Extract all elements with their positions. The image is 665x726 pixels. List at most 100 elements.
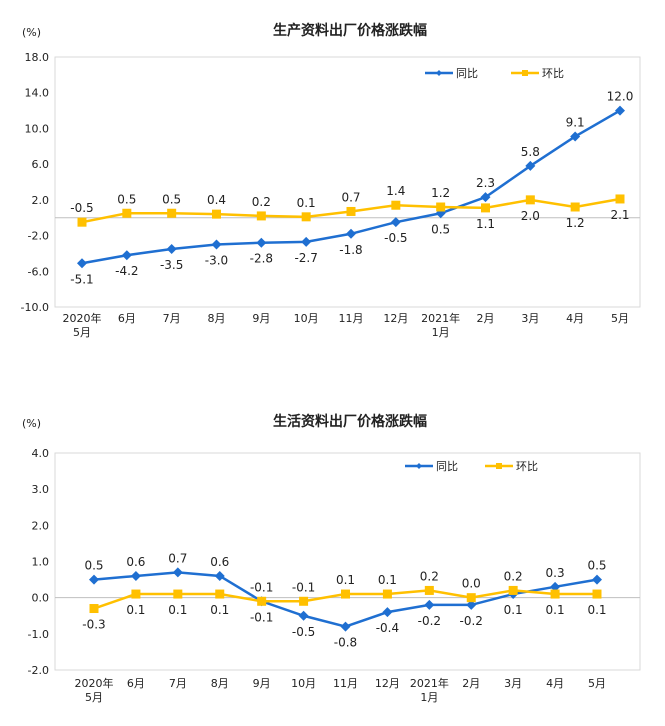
data-label-同比: 0.5 (84, 559, 103, 573)
x-tick-label: 2月 (477, 312, 495, 325)
data-label-环比: 0.2 (504, 569, 523, 583)
chart-title: 生产资料出厂价格涨跌幅 (273, 22, 427, 39)
y-tick-label: -2.0 (28, 664, 49, 677)
data-point-环比 (257, 596, 267, 606)
data-point-同比 (89, 574, 99, 585)
data-label-环比: 1.2 (566, 216, 585, 230)
data-point-同比 (424, 599, 435, 610)
x-tick-label: 2月 (462, 677, 480, 690)
data-point-环比 (481, 203, 490, 213)
data-label-同比: -0.1 (250, 610, 273, 624)
data-point-同比 (550, 581, 561, 592)
legend-label: 环比 (516, 460, 538, 473)
data-point-同比 (346, 228, 356, 239)
x-tick-label: 4月 (566, 312, 584, 325)
legend-marker (416, 463, 422, 469)
data-point-同比 (525, 160, 536, 171)
data-point-环比 (299, 596, 309, 606)
x-tick-label: 2020年 (75, 676, 114, 690)
plot-border (54, 452, 641, 671)
data-label-环比: 0.1 (210, 603, 229, 617)
y-tick-label: -10.0 (21, 301, 49, 314)
data-point-同比 (390, 217, 401, 228)
data-point-同比 (570, 131, 581, 142)
x-tick-label: 3月 (521, 312, 539, 325)
x-tick-label: 12月 (375, 677, 400, 690)
x-tick-label: 8月 (208, 312, 226, 325)
x-tick-label: 6月 (127, 677, 145, 690)
x-tick-label: 11月 (333, 677, 358, 690)
data-label-同比: -0.5 (292, 625, 315, 639)
x-tick-label: 9月 (252, 312, 270, 325)
x-tick-label: 3月 (504, 677, 522, 690)
data-label-环比: 0.1 (126, 603, 145, 617)
data-label-环比: 2.1 (610, 208, 629, 222)
x-tick-label: 10月 (294, 312, 319, 325)
data-label-同比: -2.7 (294, 251, 317, 265)
data-point-环比 (382, 589, 392, 599)
data-point-同比 (382, 607, 393, 618)
legend-label: 环比 (542, 67, 564, 80)
data-point-环比 (466, 593, 476, 603)
x-tick-label: 12月 (383, 312, 408, 325)
y-tick-label: 14.0 (25, 87, 50, 100)
data-point-同比 (592, 574, 602, 585)
data-point-环比 (301, 212, 311, 222)
data-point-同比 (301, 236, 312, 247)
data-point-同比 (480, 192, 491, 203)
data-label-环比: 0.1 (168, 603, 187, 617)
x-tick-label: 7月 (163, 312, 181, 325)
legend-marker (436, 70, 442, 76)
data-label-环比: -0.1 (250, 580, 273, 594)
data-label-同比: 2.3 (476, 176, 495, 190)
data-label-同比: 0.7 (168, 551, 187, 565)
y-tick-label: -6.0 (28, 265, 49, 278)
data-point-环比 (508, 585, 518, 595)
data-label-环比: -0.3 (82, 618, 105, 632)
y-tick-label: 4.0 (32, 447, 50, 460)
y-tick-label: 2.0 (32, 194, 50, 207)
data-point-环比 (122, 208, 132, 218)
y-tick-label: 10.0 (25, 122, 50, 135)
data-point-环比 (173, 589, 183, 599)
data-point-环比 (391, 200, 401, 210)
data-label-同比: -0.5 (384, 231, 407, 245)
data-point-同比 (211, 239, 222, 250)
x-tick-label: 5月 (611, 312, 629, 325)
data-label-同比: 5.8 (521, 145, 540, 159)
y-tick-label: 2.0 (32, 519, 50, 532)
data-label-环比: 1.2 (431, 186, 450, 200)
data-label-同比: -3.5 (160, 258, 183, 272)
legend-marker (496, 463, 502, 469)
y-tick-label: 1.0 (32, 556, 50, 569)
data-label-环比: -0.5 (70, 201, 93, 215)
data-label-同比: 9.1 (566, 115, 585, 129)
data-label-环比: 0.1 (378, 573, 397, 587)
y-tick-label: 18.0 (25, 51, 50, 64)
data-point-环比 (550, 589, 560, 599)
legend-label: 同比 (456, 67, 478, 80)
data-label-同比: -0.2 (460, 614, 483, 628)
y-axis-unit: (%) (22, 26, 41, 39)
x-tick-label: 1月 (432, 326, 450, 339)
data-label-同比: -2.8 (250, 252, 273, 266)
data-label-环比: 0.2 (420, 569, 439, 583)
y-tick-label: 0.0 (32, 592, 50, 605)
data-label-同比: 0.1 (504, 603, 523, 617)
data-point-环比 (615, 194, 625, 204)
data-label-同比: 0.6 (210, 555, 229, 569)
data-point-环比 (346, 206, 356, 216)
data-label-环比: 2.0 (521, 209, 540, 223)
data-label-环比: 0.1 (297, 196, 316, 210)
data-label-环比: 0.1 (546, 603, 565, 617)
data-point-同比 (256, 237, 267, 248)
data-point-同比 (121, 250, 132, 261)
data-label-环比: 1.4 (386, 184, 405, 198)
data-point-环比 (256, 211, 266, 221)
data-label-环比: 0.1 (587, 603, 606, 617)
chart-title: 生活资料出厂价格涨跌幅 (273, 413, 427, 430)
y-tick-label: 6.0 (32, 158, 50, 171)
data-point-同比 (298, 610, 309, 621)
x-tick-label: 6月 (118, 312, 136, 325)
